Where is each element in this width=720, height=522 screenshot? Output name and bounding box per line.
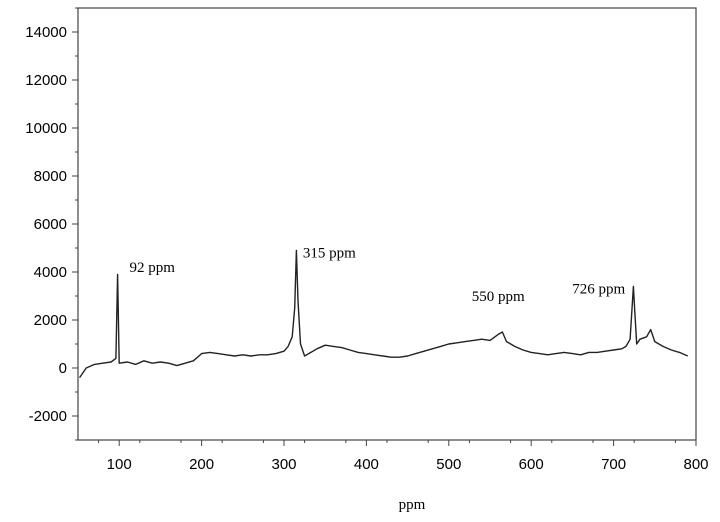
- x-axis-title: ppm: [399, 497, 426, 513]
- y-tick-label: -2000: [29, 408, 67, 425]
- y-tick-label: 6000: [34, 216, 67, 233]
- x-tick-label: 100: [107, 456, 132, 473]
- x-tick-label: 500: [436, 456, 461, 473]
- peak-annotation: 315 ppm: [303, 246, 356, 262]
- y-tick-label: 4000: [34, 264, 67, 281]
- series-layer: [79, 249, 689, 378]
- x-tick-label: 400: [354, 456, 379, 473]
- x-axis: 100 200 300 400 500 600 700 800: [98, 440, 709, 473]
- y-tick-label: 10000: [25, 120, 67, 137]
- x-tick-label: 200: [189, 456, 214, 473]
- x-tick-label: 300: [271, 456, 296, 473]
- annotations-layer: 92 ppm 315 ppm 550 ppm 726 ppm: [129, 246, 625, 305]
- x-tick-label: 600: [519, 456, 544, 473]
- y-tick-label: 0: [59, 360, 67, 377]
- plot-frame: [77, 7, 697, 441]
- peak-annotation: 550 ppm: [472, 289, 525, 305]
- peak-annotation: 92 ppm: [129, 260, 175, 276]
- y-tick-label: 2000: [34, 312, 67, 329]
- y-tick-label: 8000: [34, 168, 67, 185]
- x-tick-label: 800: [683, 456, 708, 473]
- y-tick-label: 14000: [25, 24, 67, 41]
- y-axis: -2000 0 2000 4000 6000 8000 10000 12000 14000: [25, 7, 78, 441]
- y-tick-label: 12000: [25, 72, 67, 89]
- spectrum-line: [79, 249, 689, 378]
- peak-annotation: 726 ppm: [572, 282, 625, 298]
- x-tick-label: 700: [601, 456, 626, 473]
